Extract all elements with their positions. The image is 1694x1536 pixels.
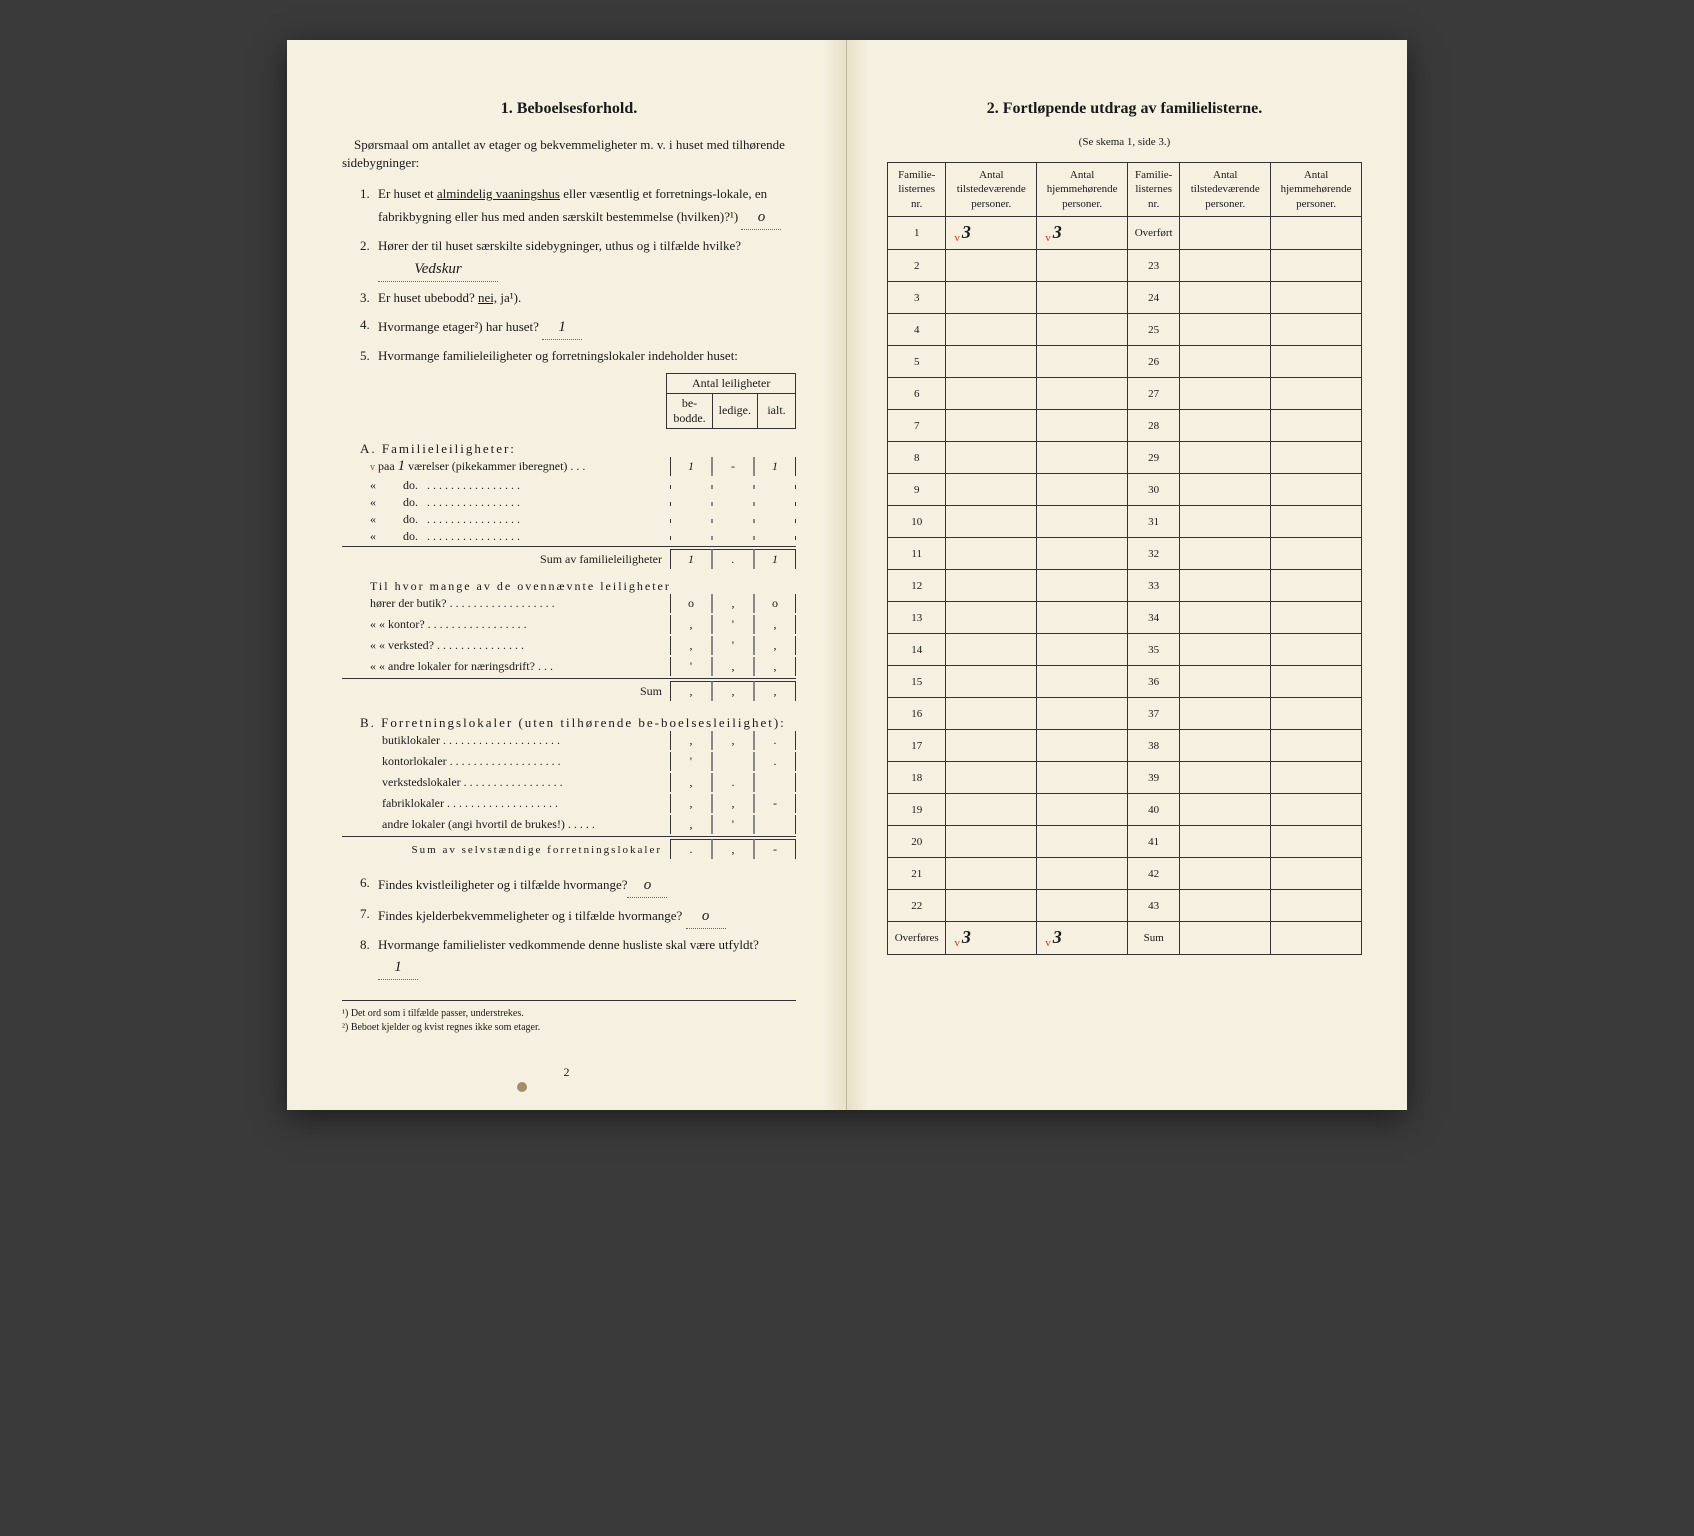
leil-col3: ialt.	[758, 393, 796, 428]
section-a-sub-row: « « andre lokaler for næringsdrift? . . …	[370, 657, 796, 676]
fam-h6: Antal hjemmehørende personer.	[1271, 163, 1362, 217]
family-row: 2142	[888, 858, 1362, 890]
section-a: A. Familieleiligheter: v paa 1 værelser …	[342, 441, 796, 859]
family-row: 324	[888, 282, 1362, 314]
section-a-sum: Sum av familieleiligheter 1 . 1	[342, 546, 796, 569]
question-list: 1. Er huset et almindelig vaaningshus el…	[360, 184, 796, 366]
family-row: 1132	[888, 538, 1362, 570]
section-b-rows: butiklokaler . . . . . . . . . . . . . .…	[342, 731, 796, 834]
family-table: Familie-listernes nr. Antal tilstedevære…	[887, 162, 1362, 955]
section-b-heading: B. Forretningslokaler (uten tilhørende b…	[360, 715, 796, 731]
family-row: 1v3v3Overført	[888, 216, 1362, 249]
q1-num: 1.	[360, 184, 378, 230]
section-a-sub-row: « « verksted? . . . . . . . . . . . . . …	[370, 636, 796, 655]
q4-text: Hvormange etager²) har huset? 1	[378, 315, 796, 340]
book-spread: 1. Beboelsesforhold. Spørsmaal om antall…	[287, 40, 1407, 1110]
question-2: 2. Hører der til huset særskilte sidebyg…	[360, 236, 796, 282]
left-page: 1. Beboelsesforhold. Spørsmaal om antall…	[287, 40, 847, 1110]
q2-text: Hører der til huset særskilte sidebygnin…	[378, 236, 796, 282]
family-row: 829	[888, 442, 1362, 474]
section-a-heading: A. Familieleiligheter:	[360, 441, 516, 456]
q3-text: Er huset ubebodd? nei, ja¹).	[378, 288, 796, 309]
section-a-row1: v paa 1 værelser (pikekammer iberegnet) …	[370, 457, 796, 476]
family-row: 728	[888, 410, 1362, 442]
leil-col1: be-bodde.	[667, 393, 712, 428]
family-row: 526	[888, 346, 1362, 378]
q4-answer: 1	[542, 315, 582, 340]
fam-h2: Antal tilstedeværende personer.	[946, 163, 1037, 217]
family-row: 1233	[888, 570, 1362, 602]
q5-num: 5.	[360, 346, 378, 367]
red-v-mark: v	[370, 462, 375, 473]
section-a-do1: « do. . . . . . . . . . . . . . . . .	[370, 478, 796, 493]
fam-h5: Antal tilstedeværende personer.	[1180, 163, 1271, 217]
questions-6-8: 6. Findes kvistleiligheter og i tilfælde…	[360, 873, 796, 981]
family-row: 1940	[888, 794, 1362, 826]
question-4: 4. Hvormange etager²) har huset? 1	[360, 315, 796, 340]
question-7: 7. Findes kjelderbekvemmeligheter og i t…	[360, 904, 796, 929]
family-row: 1839	[888, 762, 1362, 794]
q1-text: Er huset et almindelig vaaningshus eller…	[378, 184, 796, 230]
fam-h3: Antal hjemmehørende personer.	[1037, 163, 1128, 217]
family-row: 1031	[888, 506, 1362, 538]
section-a-sub-row: hører der butik? . . . . . . . . . . . .…	[370, 594, 796, 613]
family-row: 1536	[888, 666, 1362, 698]
section-a-sub-sum: Sum , , ,	[342, 678, 796, 701]
section-b-row: andre lokaler (angi hvortil de brukes!) …	[382, 815, 796, 834]
section-b-row: verkstedslokaler . . . . . . . . . . . .…	[382, 773, 796, 792]
left-title: 1. Beboelsesforhold.	[342, 100, 796, 118]
section-b-row: butiklokaler . . . . . . . . . . . . . .…	[382, 731, 796, 750]
question-8: 8. Hvormange familielister vedkommende d…	[360, 935, 796, 981]
section-a-do4: « do. . . . . . . . . . . . . . . . .	[370, 529, 796, 544]
right-title: 2. Fortløpende utdrag av familielisterne…	[887, 100, 1362, 118]
section-b-row: kontorlokaler . . . . . . . . . . . . . …	[382, 752, 796, 771]
intro-text: Spørsmaal om antallet av etager og bekve…	[342, 136, 796, 172]
q4-num: 4.	[360, 315, 378, 340]
question-1: 1. Er huset et almindelig vaaningshus el…	[360, 184, 796, 230]
family-row: 1637	[888, 698, 1362, 730]
section-a-sub-row: « « kontor? . . . . . . . . . . . . . . …	[370, 615, 796, 634]
right-subtitle: (Se skema 1, side 3.)	[887, 136, 1362, 148]
family-row: 2041	[888, 826, 1362, 858]
family-row: 627	[888, 378, 1362, 410]
question-3: 3. Er huset ubebodd? nei, ja¹).	[360, 288, 796, 309]
footnotes: ¹) Det ord som i tilfælde passer, unders…	[342, 1000, 796, 1035]
leilighet-header-table: Antal leiligheter be-bodde. ledige. ialt…	[666, 373, 796, 429]
fam-h1: Familie-listernes nr.	[888, 163, 946, 217]
family-row: 223	[888, 250, 1362, 282]
q2-answer: Vedskur	[378, 257, 498, 282]
question-5: 5. Hvormange familieleiligheter og forre…	[360, 346, 796, 367]
family-row: 425	[888, 314, 1362, 346]
leil-col2: ledige.	[712, 393, 757, 428]
footnote-2: ²) Beboet kjelder og kvist regnes ikke s…	[342, 1021, 796, 1035]
page-number: 2	[287, 1065, 846, 1080]
leil-top-header: Antal leiligheter	[667, 373, 796, 393]
section-a-sub-rows: hører der butik? . . . . . . . . . . . .…	[342, 594, 796, 676]
family-row: 930	[888, 474, 1362, 506]
footnote-1: ¹) Det ord som i tilfælde passer, unders…	[342, 1007, 796, 1021]
section-b-row: fabriklokaler . . . . . . . . . . . . . …	[382, 794, 796, 813]
right-page: 2. Fortløpende utdrag av familielisterne…	[847, 40, 1407, 1110]
question-6: 6. Findes kvistleiligheter og i tilfælde…	[360, 873, 796, 898]
section-a-sub-intro: Til hvor mange av de ovennævnte leilighe…	[370, 579, 796, 594]
q3-num: 3.	[360, 288, 378, 309]
family-row: 2243	[888, 890, 1362, 922]
section-a-do3: « do. . . . . . . . . . . . . . . . .	[370, 512, 796, 527]
family-table-body: 1v3v3Overført223324425526627728829930103…	[888, 216, 1362, 954]
q1-answer: o	[741, 205, 781, 230]
family-overfores-row: Overføresv3v3Sum	[888, 922, 1362, 955]
stain-mark	[517, 1082, 527, 1092]
fam-h4: Familie-listernes nr.	[1128, 163, 1180, 217]
family-row: 1738	[888, 730, 1362, 762]
family-row: 1334	[888, 602, 1362, 634]
section-b-sum: Sum av selvstændige forretningslokaler .…	[342, 836, 796, 859]
section-a-do2: « do. . . . . . . . . . . . . . . . .	[370, 495, 796, 510]
q5-text: Hvormange familieleiligheter og forretni…	[378, 346, 796, 367]
family-row: 1435	[888, 634, 1362, 666]
q2-num: 2.	[360, 236, 378, 282]
